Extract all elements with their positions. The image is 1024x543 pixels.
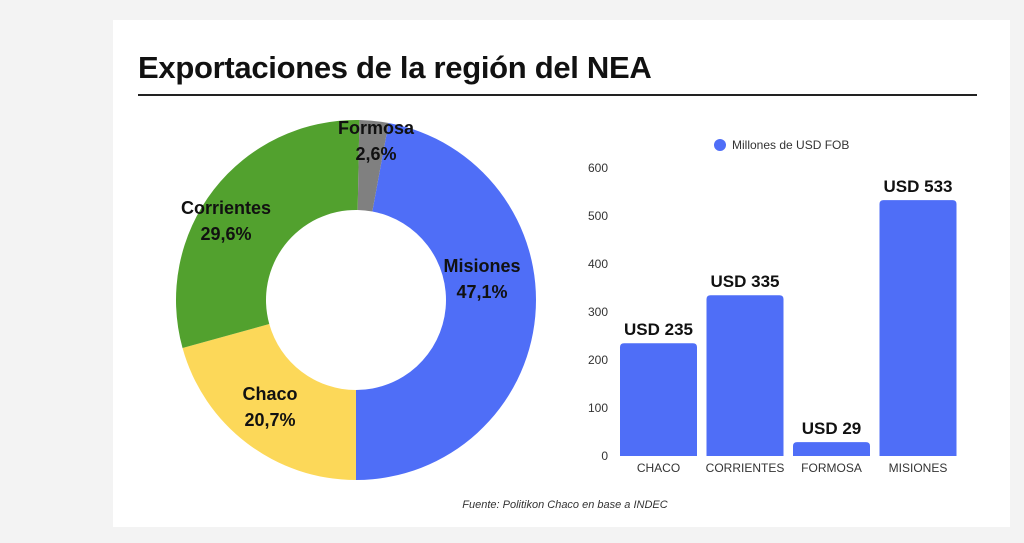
source-note: Fuente: Politikon Chaco en base a INDEC (462, 499, 668, 511)
legend-swatch (714, 139, 726, 151)
y-tick-label: 100 (588, 401, 608, 415)
slice-label: Chaco (242, 384, 297, 404)
y-tick-label: 0 (601, 449, 608, 463)
y-tick-label: 300 (588, 305, 608, 319)
slice-label: Formosa (338, 118, 415, 138)
y-tick-label: 600 (588, 161, 608, 175)
bar-corrientes (706, 295, 784, 456)
donut-slice-misiones (356, 122, 536, 481)
donut-slice-formosa (357, 120, 389, 212)
x-tick-label: CHACO (637, 461, 680, 475)
title-divider (138, 94, 977, 96)
bar-data-label: USD 533 (884, 177, 953, 196)
donut-slice-corrientes (176, 119, 360, 349)
bar-data-label: USD 235 (624, 320, 693, 339)
bar-misiones (879, 200, 957, 456)
slice-percent: 2,6% (355, 144, 396, 164)
x-tick-label: FORMOSA (801, 461, 862, 475)
x-tick-label: CORRIENTES (706, 461, 785, 475)
bar-data-label: USD 335 (711, 272, 780, 291)
slice-percent: 20,7% (244, 410, 295, 430)
slice-percent: 47,1% (456, 282, 507, 302)
slice-percent: 29,6% (200, 224, 251, 244)
y-tick-label: 400 (588, 257, 608, 271)
chart-title: Exportaciones de la región del NEA (138, 50, 652, 85)
legend-label: Millones de USD FOB (732, 138, 849, 152)
bar-formosa (793, 442, 870, 456)
slice-label: Misiones (443, 256, 520, 276)
bar-chaco (620, 343, 697, 456)
slice-label: Corrientes (181, 198, 271, 218)
bar-data-label: USD 29 (802, 419, 862, 438)
donut-slice-chaco (182, 324, 356, 480)
y-tick-label: 200 (588, 353, 608, 367)
x-tick-label: MISIONES (889, 461, 948, 475)
y-tick-label: 500 (588, 209, 608, 223)
